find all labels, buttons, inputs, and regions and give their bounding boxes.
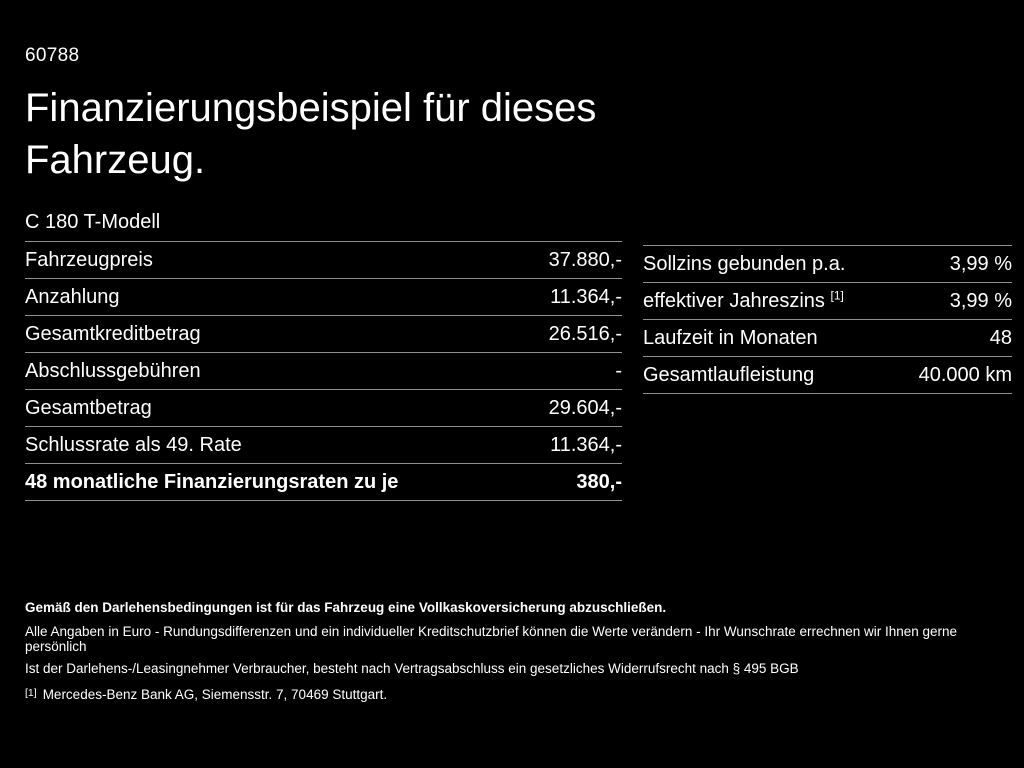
row-value: 29.604,- <box>548 396 622 419</box>
table-row-schlussrate: Schlussrate als 49. Rate 11.364,- <box>25 426 622 463</box>
row-label: Laufzeit in Monaten <box>643 326 818 349</box>
footnote-reference: [1] <box>830 287 844 302</box>
disclaimer-line-1: Alle Angaben in Euro - Rundungsdifferenz… <box>25 624 958 654</box>
table-row-sollzins: Sollzins gebunden p.a. 3,99 % <box>643 245 1012 282</box>
footnote-text: Mercedes-Benz Bank AG, Siemensstr. 7, 70… <box>42 687 388 702</box>
table-row-gesamtbetrag: Gesamtbetrag 29.604,- <box>25 389 622 426</box>
conditions-table: Sollzins gebunden p.a. 3,99 % effektiver… <box>643 245 1012 394</box>
financing-table: Fahrzeugpreis 37.880,- Anzahlung 11.364,… <box>25 241 622 501</box>
table-row-gesamtkreditbetrag: Gesamtkreditbetrag 26.516,- <box>25 315 622 352</box>
row-label: Abschlussgebühren <box>25 359 201 382</box>
row-label: Sollzins gebunden p.a. <box>643 252 846 275</box>
footer: Gemäß den Darlehensbedingungen ist für d… <box>25 600 999 704</box>
table-row-effektiver-jahreszins: effektiver Jahreszins [1] 3,99 % <box>643 282 1012 319</box>
row-value: 26.516,- <box>548 322 622 345</box>
table-row-gesamtlaufleistung: Gesamtlaufleistung 40.000 km <box>643 356 1012 393</box>
row-value: 48 <box>989 326 1012 349</box>
row-label: Gesamtbetrag <box>25 396 152 419</box>
table-row-abschlussgebuehren: Abschlussgebühren - <box>25 352 622 389</box>
row-label: Gesamtlaufleistung <box>643 363 815 386</box>
row-value: 3,99 % <box>949 252 1012 275</box>
table-row-monatsrate: 48 monatliche Finanzierungsraten zu je 3… <box>25 463 622 500</box>
table-row-anzahlung: Anzahlung 11.364,- <box>25 278 622 315</box>
row-value: 11.364,- <box>550 285 622 308</box>
vehicle-model: C 180 T-Modell <box>25 211 161 233</box>
document-number: 60788 <box>25 45 80 66</box>
table-row-laufzeit: Laufzeit in Monaten 48 <box>643 319 1012 356</box>
footnote-marker: [1] <box>25 687 37 699</box>
table-row-fahrzeugpreis: Fahrzeugpreis 37.880,- <box>25 241 622 278</box>
row-value: 37.880,- <box>548 248 622 271</box>
row-label: Fahrzeugpreis <box>25 248 153 271</box>
row-value: - <box>615 359 622 382</box>
row-label: Schlussrate als 49. Rate <box>25 433 242 456</box>
row-label: Gesamtkreditbetrag <box>25 322 201 345</box>
row-label: Anzahlung <box>25 285 120 308</box>
page-title: Finanzierungsbeispiel für dieses Fahrzeu… <box>25 86 597 182</box>
row-label: 48 monatliche Finanzierungsraten zu je <box>25 470 399 493</box>
row-value: 3,99 % <box>949 289 1012 312</box>
row-value: 40.000 km <box>918 363 1012 386</box>
row-value: 380,- <box>576 470 622 493</box>
insurance-note: Gemäß den Darlehensbedingungen ist für d… <box>25 600 667 615</box>
row-label: effektiver Jahreszins [1] <box>643 287 844 312</box>
footnote: [1] Mercedes-Benz Bank AG, Siemensstr. 7,… <box>25 687 999 704</box>
row-value: 11.364,- <box>550 433 622 456</box>
disclaimer-line-2: Ist der Darlehens-/Leasingnehmer Verbrau… <box>25 661 799 676</box>
